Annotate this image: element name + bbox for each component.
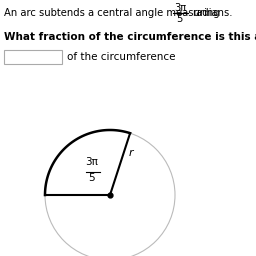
Text: 5: 5 bbox=[89, 173, 95, 183]
Text: of the circumference: of the circumference bbox=[67, 52, 176, 62]
FancyBboxPatch shape bbox=[4, 50, 62, 64]
Text: 3π: 3π bbox=[174, 3, 186, 13]
Text: 3π: 3π bbox=[86, 157, 98, 167]
Text: 5: 5 bbox=[176, 14, 182, 24]
Text: r: r bbox=[129, 148, 134, 158]
Text: What fraction of the circumference is this arc?: What fraction of the circumference is th… bbox=[4, 32, 256, 42]
Text: An arc subtends a central angle measuring: An arc subtends a central angle measurin… bbox=[4, 8, 220, 18]
Text: radians.: radians. bbox=[192, 8, 232, 18]
